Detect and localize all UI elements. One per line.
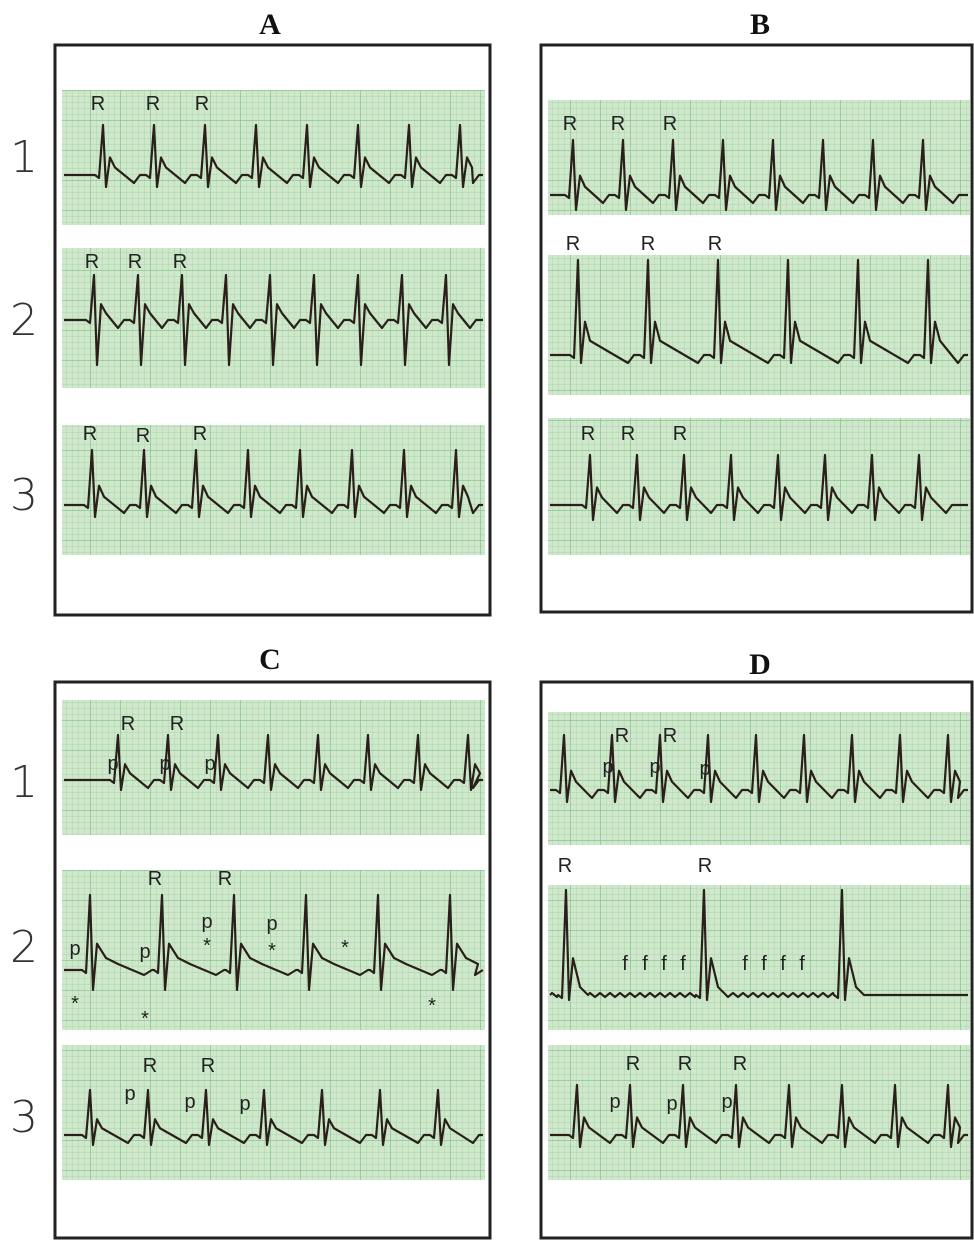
ecg-annotation: p xyxy=(609,1091,620,1113)
panel-title: C xyxy=(259,643,281,676)
ecg-annotation: R xyxy=(201,1055,215,1077)
ecg-annotation: R xyxy=(566,233,580,255)
panel-title: A xyxy=(259,8,281,41)
row-label: 1 xyxy=(10,757,38,808)
ecg-annotation: p xyxy=(699,758,710,780)
row-label: 3 xyxy=(10,1092,38,1143)
ecg-annotation: p xyxy=(721,1091,732,1113)
panel-title: B xyxy=(750,8,770,41)
ecg-annotation: p xyxy=(184,1091,195,1113)
ecg-annotation: R xyxy=(663,725,677,747)
ecg-figure: ARRRRRRRRRBRRRRRRRRRCRRpppp*p*Rp*Rp***RR… xyxy=(0,0,974,1246)
ecg-annotation: R xyxy=(128,251,142,273)
ecg-annotation: p xyxy=(201,911,212,933)
ecg-annotation: p xyxy=(139,941,150,963)
ecg-annotation: p xyxy=(666,1093,677,1115)
ecg-annotation: R xyxy=(173,251,187,273)
ecg-annotation: R xyxy=(611,113,625,135)
ecg-annotation: R xyxy=(641,233,655,255)
ecg-annotation: R xyxy=(146,93,160,115)
ecg-annotation: R xyxy=(563,113,577,135)
ecg-strip xyxy=(62,1045,485,1180)
ecg-strip xyxy=(548,255,970,395)
ecg-annotation: * xyxy=(141,1008,149,1030)
ecg-annotation: R xyxy=(193,423,207,445)
ecg-annotation: p xyxy=(69,938,80,960)
ecg-annotation: R xyxy=(218,868,232,890)
ecg-annotation: R xyxy=(673,423,687,445)
ecg-strip xyxy=(548,418,970,555)
ecg-annotation: * xyxy=(341,937,349,959)
ecg-annotation: f xyxy=(761,953,767,975)
ecg-annotation: p xyxy=(649,756,660,778)
ecg-annotation: R xyxy=(621,423,635,445)
ecg-annotation: R xyxy=(170,713,184,735)
ecg-annotation: R xyxy=(91,93,105,115)
ecg-annotation: * xyxy=(268,940,276,962)
ecg-annotation: R xyxy=(195,93,209,115)
ecg-strip xyxy=(548,885,970,1030)
ecg-annotation: f xyxy=(742,953,748,975)
panel-title: D xyxy=(749,648,771,681)
ecg-annotation: * xyxy=(71,993,79,1015)
ecg-annotation: f xyxy=(642,953,648,975)
ecg-annotation: * xyxy=(203,935,211,957)
row-label: 1 xyxy=(10,132,38,183)
ecg-annotation: R xyxy=(121,713,135,735)
ecg-annotation: R xyxy=(733,1053,747,1075)
row-label: 2 xyxy=(10,295,38,346)
ecg-annotation: p xyxy=(239,1093,250,1115)
ecg-annotation: p xyxy=(107,753,118,775)
ecg-annotation: p xyxy=(602,756,613,778)
ecg-annotation: R xyxy=(83,423,97,445)
ecg-annotation: f xyxy=(780,953,786,975)
ecg-strip xyxy=(62,425,485,555)
ecg-annotation: R xyxy=(143,1055,157,1077)
ecg-strip xyxy=(62,90,485,225)
ecg-annotation: R xyxy=(136,425,150,447)
row-label: 2 xyxy=(10,922,38,973)
ecg-annotation: f xyxy=(680,953,686,975)
ecg-strip xyxy=(62,248,485,388)
ecg-annotation: R xyxy=(698,855,712,877)
ecg-annotation: p xyxy=(266,913,277,935)
ecg-annotation: p xyxy=(124,1083,135,1105)
ecg-annotation: R xyxy=(626,1053,640,1075)
ecg-annotation: R xyxy=(663,113,677,135)
ecg-annotation: p xyxy=(204,753,215,775)
ecg-annotation: R xyxy=(581,423,595,445)
ecg-annotation: R xyxy=(148,868,162,890)
ecg-annotation: f xyxy=(799,953,805,975)
ecg-annotation: R xyxy=(708,233,722,255)
ecg-annotation: f xyxy=(661,953,667,975)
ecg-annotation: p xyxy=(159,753,170,775)
ecg-annotation: R xyxy=(678,1053,692,1075)
ecg-annotation: * xyxy=(428,995,436,1017)
row-label: 3 xyxy=(10,470,38,521)
ecg-annotation: R xyxy=(615,725,629,747)
ecg-annotation: f xyxy=(622,953,628,975)
ecg-annotation: R xyxy=(558,855,572,877)
ecg-annotation: R xyxy=(85,251,99,273)
